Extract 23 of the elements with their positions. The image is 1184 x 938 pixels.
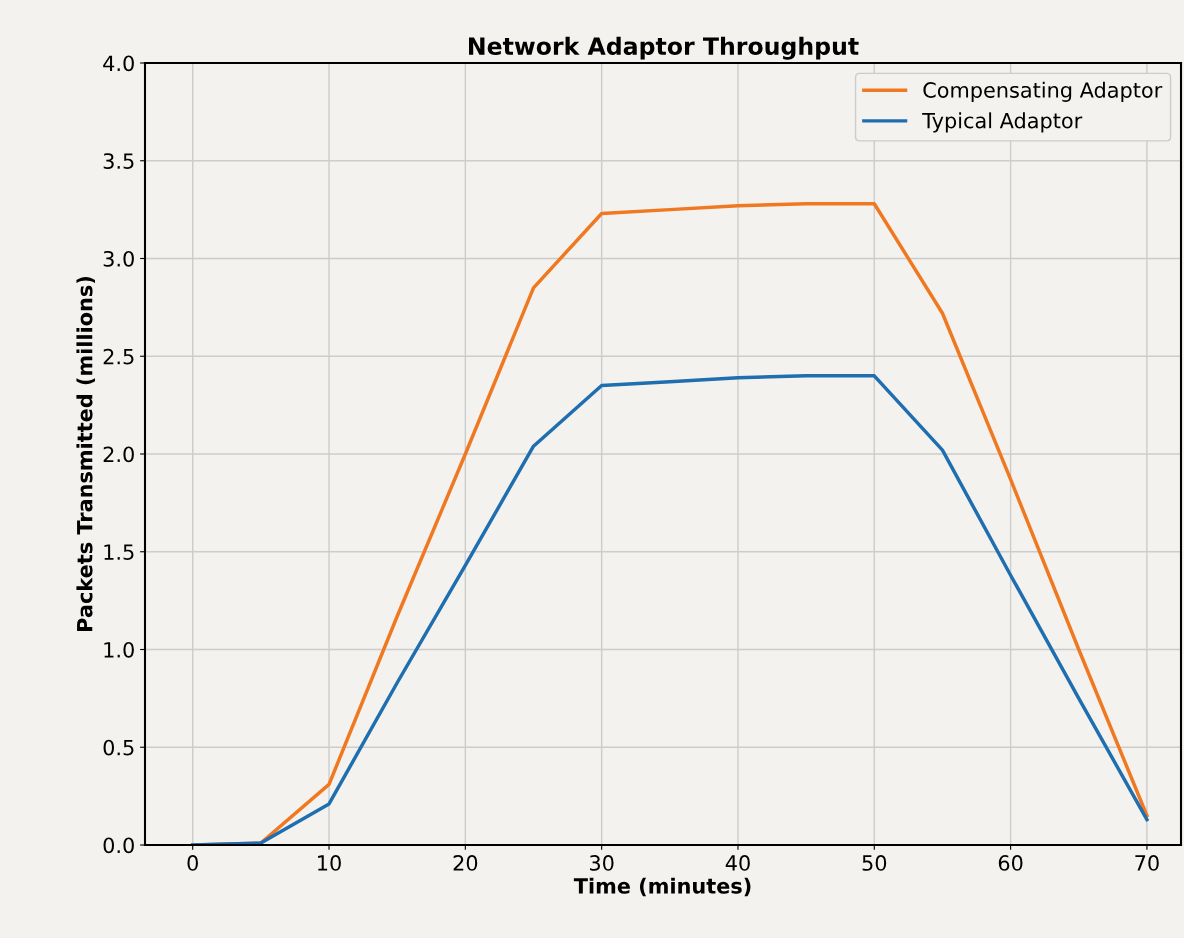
x-tick-label: 50 (862, 855, 887, 871)
legend-label: Typical Adaptor (922, 112, 1083, 133)
y-tick-label: 1.0 (104, 641, 134, 658)
y-tick-label: 3.0 (103, 250, 134, 267)
x-axis-title: Time (minutes) (573, 877, 751, 897)
x-tick-label: 20 (453, 855, 478, 871)
x-tick-label: 30 (589, 855, 614, 871)
chart-title: Network Adaptor Throughput (469, 36, 859, 60)
x-tick-label: 10 (318, 855, 341, 871)
y-tick-label: 0.5 (103, 739, 134, 756)
y-tick-label: 2.0 (103, 446, 134, 463)
line-series (190, 374, 1149, 845)
y-axis-title: Packets Transmitted (millions) (76, 277, 96, 631)
y-tick-label: 1.5 (104, 544, 134, 560)
legend-label: Compensating Adaptor (923, 81, 1163, 102)
x-tick-label: 0 (187, 855, 198, 871)
y-tick-label: 3.5 (103, 153, 134, 169)
y-tick-label: 4.0 (103, 55, 134, 72)
x-tick-label: 60 (998, 855, 1023, 871)
x-tick-label: 40 (725, 855, 750, 871)
y-tick-label: 0.0 (103, 837, 134, 854)
y-tick-label: 2.5 (103, 348, 134, 365)
x-tick-label: 70 (1135, 855, 1159, 871)
